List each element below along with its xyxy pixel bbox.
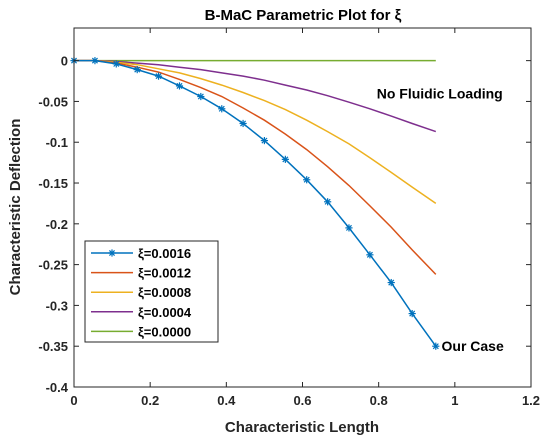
annotation-label: Our Case	[442, 338, 504, 354]
data-point-marker	[154, 72, 163, 80]
asterisk-stroke	[240, 120, 247, 127]
asterisk-stroke	[113, 60, 120, 67]
data-point-marker	[197, 92, 205, 101]
series-line	[74, 59, 437, 275]
x-tick-label: 1	[451, 393, 458, 408]
data-point-marker	[133, 66, 141, 74]
asterisk-stroke	[197, 93, 204, 100]
asterisk-stroke	[366, 251, 373, 258]
asterisk-stroke	[218, 105, 225, 112]
x-tick-label: 0.6	[293, 393, 311, 408]
asterisk-stroke	[324, 198, 331, 205]
asterisk-stroke	[134, 66, 141, 73]
x-tick-label: 0.4	[217, 393, 236, 408]
legend-entry: ξ=0.0000	[138, 324, 191, 339]
asterisk-stroke	[409, 310, 416, 317]
data-point-marker	[366, 251, 374, 259]
legend-entry: ξ=0.0012	[138, 266, 191, 281]
ticks-layer: 0 0.2 0.4 0.6 0.8 1 1.2 0 -0.05 -0.1 -0.15 -0.2 -0.2…	[38, 28, 540, 408]
annotation-layer: No Fluidic Loading Our Case	[377, 85, 504, 354]
y-tick-label: -0.25	[38, 258, 68, 273]
chart-title: B-MaC Parametric Plot for ξ	[205, 7, 402, 24]
y-tick-label: -0.3	[46, 298, 68, 313]
x-tick-label: 1.2	[522, 393, 540, 408]
y-tick-label: -0.05	[38, 94, 68, 109]
asterisk-stroke	[108, 249, 116, 257]
legend-entry: ξ=0.0004	[138, 305, 192, 320]
y-tick-label: -0.35	[38, 339, 68, 354]
annotation-label: No Fluidic Loading	[377, 85, 503, 101]
legend-entry: ξ=0.0008	[138, 285, 191, 300]
y-tick-label: -0.15	[38, 176, 68, 191]
data-point-marker	[260, 136, 269, 145]
y-axis-title: Characteristic Deflection	[7, 119, 24, 296]
asterisk-stroke	[303, 176, 310, 183]
asterisk-stroke	[432, 343, 439, 350]
data-point-marker	[432, 342, 440, 350]
x-tick-label: 0	[70, 393, 77, 408]
legend: ξ=0.0016 ξ=0.0012 ξ=0.0008 ξ=0.0004 ξ=0.0000	[84, 240, 219, 343]
series-line	[74, 59, 437, 205]
asterisk-stroke	[91, 57, 98, 64]
x-tick-label: 0.8	[370, 393, 388, 408]
asterisk-stroke	[155, 73, 162, 80]
asterisk-stroke	[388, 279, 395, 286]
asterisk-stroke	[176, 82, 183, 89]
series-line	[74, 59, 437, 347]
data-point-marker	[345, 224, 353, 232]
legend-entry: ξ=0.0016	[138, 246, 191, 261]
series-line	[74, 59, 437, 133]
y-tick-label: -0.1	[46, 135, 68, 150]
data-point-marker	[303, 176, 311, 184]
data-point-marker	[112, 60, 120, 68]
y-tick-label: -0.2	[46, 217, 68, 232]
x-axis-title: Characteristic Length	[225, 419, 379, 436]
data-point-marker	[324, 198, 332, 206]
data-point-marker	[281, 155, 289, 163]
asterisk-stroke	[282, 156, 289, 163]
data-point-marker	[387, 278, 395, 287]
data-point-marker	[408, 309, 416, 318]
x-tick-label: 0.2	[141, 393, 159, 408]
data-point-marker	[218, 105, 226, 113]
y-tick-label: -0.4	[46, 380, 69, 395]
data-point-marker	[91, 57, 99, 65]
y-tick-label: 0	[61, 54, 68, 69]
legend-marker	[108, 249, 116, 257]
data-point-marker	[175, 82, 184, 90]
asterisk-stroke	[261, 137, 268, 144]
asterisk-stroke	[345, 224, 352, 231]
data-point-marker	[239, 119, 247, 128]
